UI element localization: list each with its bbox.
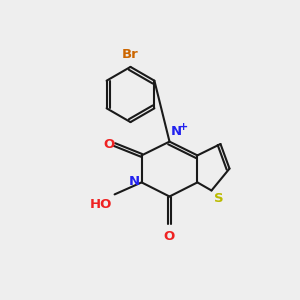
Text: N: N bbox=[129, 175, 140, 188]
Text: Br: Br bbox=[122, 48, 139, 61]
Text: N: N bbox=[170, 125, 182, 138]
Text: O: O bbox=[103, 138, 115, 151]
Text: HO: HO bbox=[90, 198, 112, 211]
Text: +: + bbox=[179, 122, 188, 132]
Text: S: S bbox=[214, 192, 224, 205]
Text: O: O bbox=[164, 230, 175, 242]
